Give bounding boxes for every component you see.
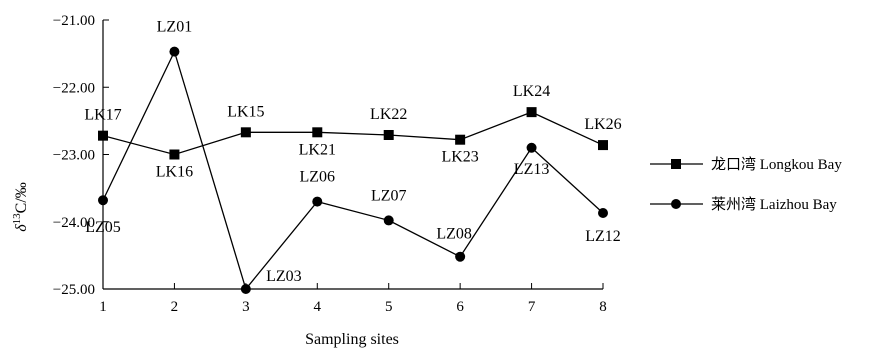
series-line-2 [102, 49, 604, 291]
point-label: LK24 [513, 83, 550, 100]
point-label: LK17 [84, 107, 121, 124]
y-tick-label: −21.00 [53, 13, 95, 29]
series-layer [98, 46, 608, 294]
series-1-marker [169, 149, 180, 160]
legend: 龙口湾 Longkou Bay 莱州湾 Laizhou Bay [650, 156, 842, 213]
series-1-marker [98, 130, 108, 141]
y-tick-label: −22.00 [53, 80, 95, 96]
series-2-marker [240, 284, 251, 294]
axes: −21.00 −22.00 −23.00 −24.00 −25.001 2 3 4 5 6 7 8 [53, 13, 607, 315]
point-label: LZ03 [266, 268, 302, 285]
point-label: LK15 [227, 103, 264, 120]
series-1-marker [455, 134, 466, 145]
series-2-marker [455, 251, 466, 262]
series-1-marker [598, 140, 608, 151]
series-1-marker [526, 107, 537, 118]
y-axis-title-unit: C/‰ [13, 182, 30, 213]
point-label: LK23 [441, 149, 478, 166]
point-labels: LK17 LK16 LK15 LK21 LK22 LK23 LK24 LK26 LZ05 LZ01… [84, 19, 621, 285]
point-label: LZ12 [585, 228, 621, 245]
point-label: LK16 [156, 164, 193, 181]
series-1-marker [312, 127, 323, 138]
x-tick-label: 8 [599, 299, 607, 315]
y-axis-title-superscript: 13 [11, 213, 23, 225]
point-label: LK26 [584, 116, 621, 133]
y-tick-label: −24.00 [53, 215, 95, 231]
series-2-marker [169, 46, 180, 57]
x-tick-label: 4 [314, 299, 322, 315]
point-label: LZ08 [436, 226, 472, 243]
series-1-marker [383, 129, 394, 140]
y-tick-label: −25.00 [53, 282, 95, 298]
x-tick-label: 6 [456, 299, 464, 315]
x-tick-label: 5 [385, 299, 393, 315]
point-label: LK22 [370, 106, 407, 123]
x-tick-label: 2 [171, 299, 179, 315]
point-label: LZ06 [300, 169, 336, 186]
series-2-marker [312, 196, 323, 207]
legend-label: 龙口湾 Longkou Bay [711, 156, 842, 173]
point-label: LZ05 [85, 219, 121, 236]
series-1-marker [240, 127, 251, 138]
point-label: LZ07 [371, 187, 407, 204]
point-label: LK21 [299, 141, 336, 158]
x-axis-title: Sampling sites [305, 331, 399, 348]
series-2-marker [98, 195, 108, 206]
series-2-marker [526, 142, 537, 153]
series-2-marker [598, 208, 608, 219]
x-tick-label: 7 [528, 299, 536, 315]
legend-square-marker [671, 159, 681, 169]
point-label: LZ01 [157, 19, 193, 36]
y-tick-label: −23.00 [53, 148, 95, 164]
point-label: LZ13 [514, 161, 550, 178]
x-tick-label: 1 [99, 299, 107, 315]
legend-label: 莱州湾 Laizhou Bay [711, 196, 837, 213]
legend-circle-marker [671, 199, 681, 209]
x-tick-label: 3 [242, 299, 250, 315]
y-axis-title-delta: δ [13, 224, 30, 232]
series-2-marker [383, 215, 394, 226]
y-axis-title: δ13C/‰ [11, 182, 30, 232]
series-line-1 [102, 111, 604, 156]
